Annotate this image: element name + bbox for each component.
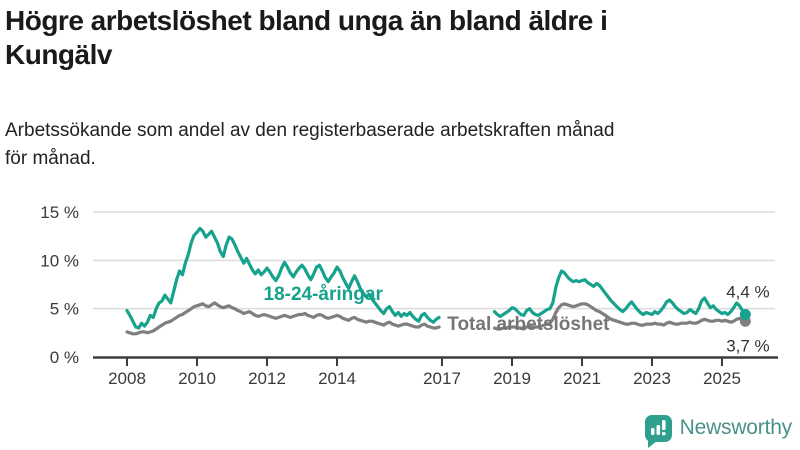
series-line [125, 226, 441, 330]
y-tick-label: 10 % [40, 251, 79, 270]
x-tick-label: 2012 [248, 369, 286, 388]
series-inline-label: Total arbetslöshet [447, 314, 610, 335]
series-end-value-label: 3,7 % [726, 337, 769, 356]
series-line [492, 269, 747, 318]
page-subtitle: Arbetssökande som andel av den registerb… [5, 120, 615, 169]
newsworthy-logo[interactable]: Newsworthy [644, 411, 793, 448]
x-tick-label: 2019 [493, 369, 531, 388]
page-title: Högre arbetslöshet bland unga än bland ä… [5, 5, 608, 70]
y-tick-label: 0 % [50, 348, 79, 367]
x-tick-label: 2014 [318, 369, 356, 388]
x-tick-label: 2025 [703, 369, 741, 388]
series-line [125, 301, 441, 336]
series-end-dot [739, 308, 751, 320]
x-tick-label: 2010 [178, 369, 216, 388]
series-line [492, 302, 747, 331]
x-tick-label: 2017 [423, 369, 461, 388]
series-end-value-label: 4,4 % [726, 283, 769, 302]
newsworthy-wordmark: Newsworthy [679, 416, 793, 439]
x-tick-label: 2008 [108, 369, 146, 388]
series-inline-label: 18-24-åringar [264, 284, 384, 305]
y-tick-label: 15 % [40, 203, 79, 222]
y-tick-label: 5 % [50, 300, 79, 319]
bar-chart-bubble-icon [644, 414, 672, 448]
x-tick-label: 2023 [633, 369, 671, 388]
x-tick-label: 2021 [563, 369, 601, 388]
